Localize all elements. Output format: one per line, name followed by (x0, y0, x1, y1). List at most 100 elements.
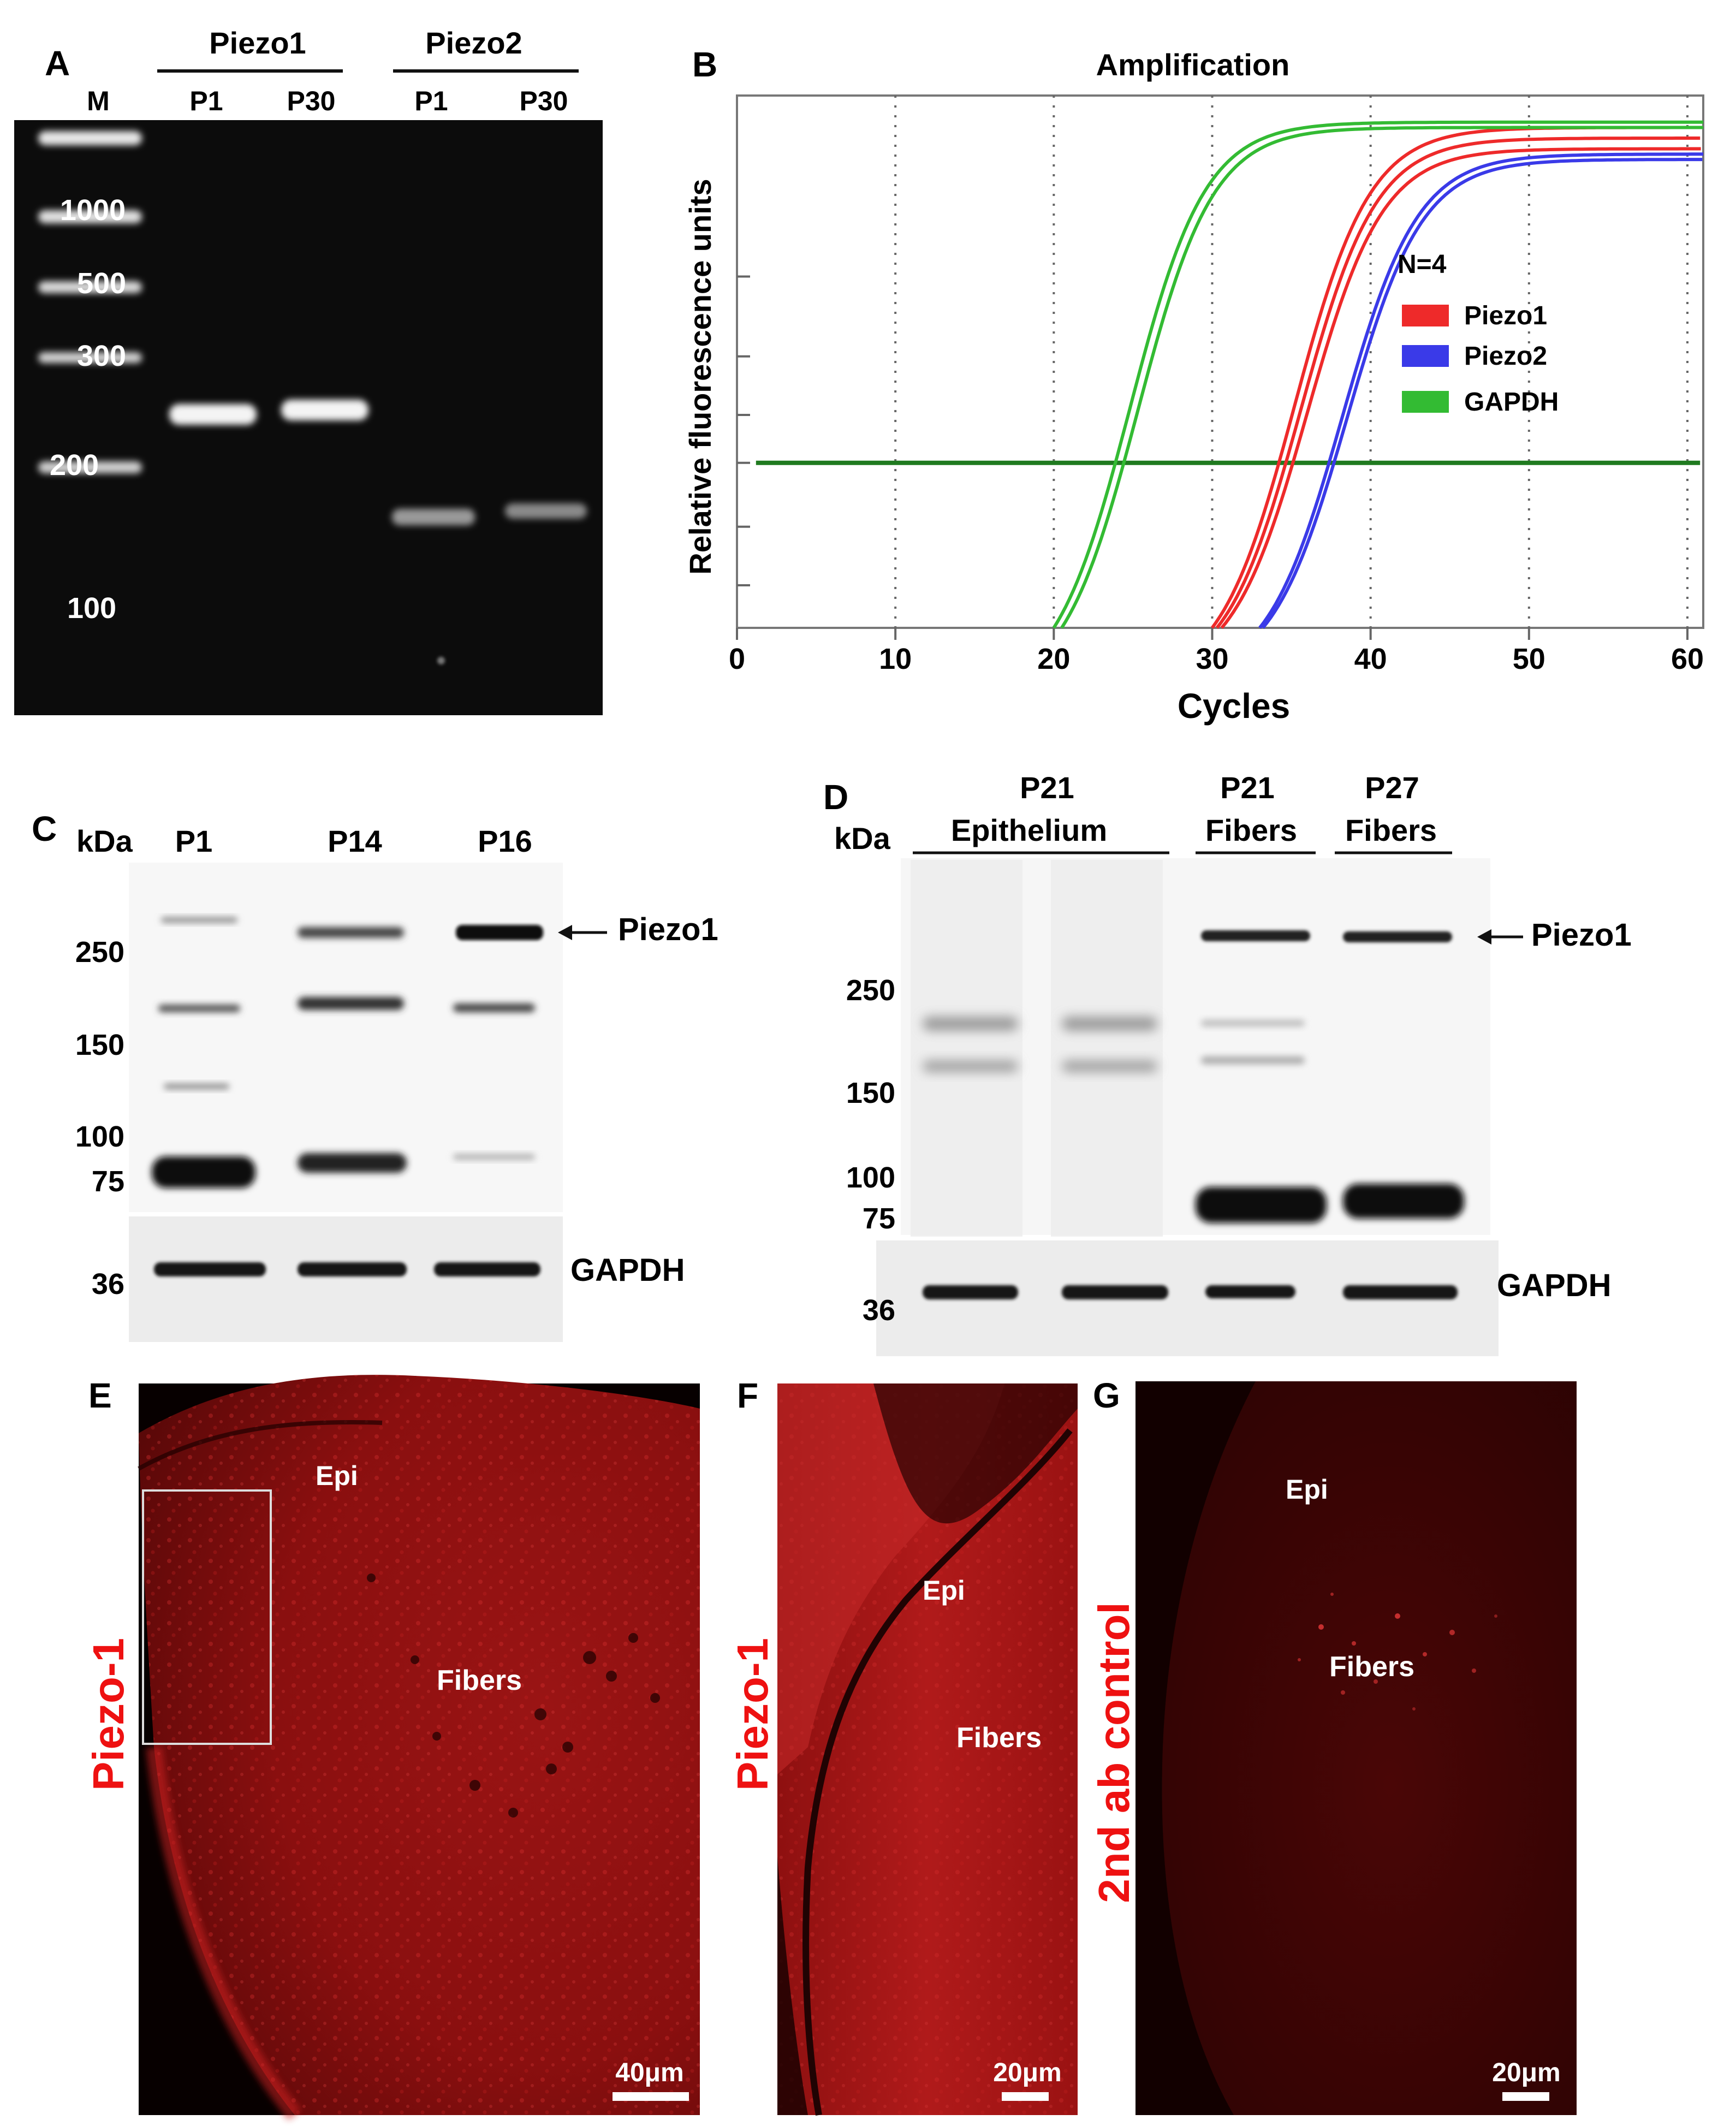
panel-letter-d: D (823, 777, 848, 817)
legend-title: N=4 (1398, 250, 1447, 279)
panel-g: G 2nd ab control Epi Fibers 20μm (1090, 1376, 1577, 2115)
legend-label-piezo1: Piezo1 (1464, 301, 1547, 330)
arrow-head (558, 925, 572, 940)
legend-label-gapdh: GAPDH (1464, 388, 1559, 417)
x-tick-label: 40 (1354, 643, 1387, 675)
group-label-line1: P27 (1365, 770, 1419, 805)
panel-c: C kDa P1 P14 P16 250 150 (32, 809, 718, 1342)
lane-label: P30 (287, 86, 336, 116)
amplification-chart: 0 10 20 30 40 50 60 (729, 94, 1704, 675)
x-tick-label: 60 (1671, 643, 1704, 675)
curve-piezo2 (1258, 152, 1703, 629)
x-tick-label: 20 (1037, 643, 1070, 675)
target-label: Piezo1 (1531, 917, 1632, 953)
chart-legend: N=4 Piezo1 Piezo2 GAPDH (1398, 250, 1559, 417)
group-label-line1: P21 (1020, 770, 1074, 805)
gapdh-blot-image (129, 1216, 563, 1342)
arrow-head (1477, 929, 1491, 945)
ladder-label: 300 (77, 340, 126, 372)
curve-gapdh (1052, 120, 1703, 629)
region-label-fibers: Fibers (437, 1665, 522, 1696)
chart-title: Amplification (1096, 47, 1290, 82)
blot-bands (152, 917, 543, 1276)
side-label: Piezo-1 (728, 1638, 777, 1791)
curve-piezo1 (1220, 147, 1701, 629)
x-tick-label: 30 (1196, 643, 1228, 675)
region-label-epi: Epi (1286, 1474, 1328, 1505)
curve-piezo2 (1261, 158, 1703, 629)
scale-bar-label: 40μm (615, 2058, 683, 2087)
legend-swatch-piezo2 (1402, 345, 1449, 367)
region-label-fibers: Fibers (956, 1722, 1042, 1754)
mw-marker: 150 (75, 1029, 124, 1061)
gel-group-label-piezo1: Piezo1 (209, 26, 306, 60)
panel-letter-e: E (88, 1376, 112, 1415)
mw-marker: 75 (863, 1202, 895, 1235)
ladder-label: 200 (50, 449, 99, 482)
panel-e: E Piezo-1 Epi Fibers 40μm (84, 1375, 700, 2121)
panel-letter-a: A (45, 44, 70, 83)
lane-label: P1 (189, 86, 223, 116)
marker-lane-label: M (87, 86, 110, 116)
mw-marker: 150 (846, 1077, 895, 1109)
legend-swatch-piezo1 (1402, 305, 1449, 326)
ladder-label: 1000 (60, 194, 126, 227)
side-label: Piezo-1 (84, 1638, 133, 1791)
loading-label: GAPDH (570, 1252, 685, 1288)
mw-marker: 36 (92, 1268, 124, 1300)
panel-d: D kDa P21 Epithelium P21 Fibers P27 Fibe… (823, 770, 1632, 1356)
group-label-line1: P21 (1220, 770, 1275, 805)
group-label-line2: Fibers (1345, 813, 1437, 847)
curve-gapdh (1060, 126, 1703, 629)
mw-marker: 100 (846, 1161, 895, 1194)
x-tick-label: 0 (729, 643, 745, 675)
region-label-fibers: Fibers (1329, 1651, 1414, 1683)
inset-box (142, 1489, 272, 1745)
nuclei (367, 1573, 660, 1818)
panel-b: B Amplification Relative fluorescence un… (683, 45, 1704, 726)
kda-label: kDa (76, 824, 133, 858)
mw-markers: 250 150 100 75 36 (846, 974, 895, 1327)
lane-label: P30 (520, 86, 568, 116)
panel-letter-f: F (737, 1376, 758, 1415)
x-tick-label: 10 (879, 643, 912, 675)
group-label-line2: Epithelium (951, 813, 1107, 847)
ladder-labels: 1000 500 300 200 100 (50, 194, 126, 625)
panel-f: F Piezo-1 Epi Fibers 20μm (728, 1376, 1078, 2116)
mw-markers: 250 150 100 75 36 (75, 936, 124, 1300)
mw-marker: 75 (92, 1165, 124, 1198)
scale-bar (1002, 2092, 1049, 2101)
plot-frame (736, 94, 1704, 629)
x-tick-label: 50 (1513, 643, 1545, 675)
lane-label: P16 (478, 824, 532, 858)
lane-label: P1 (175, 824, 213, 858)
panel-letter-c: C (32, 809, 57, 848)
gel-group-label-piezo2: Piezo2 (425, 26, 522, 60)
legend-label-piezo2: Piezo2 (1464, 342, 1547, 371)
sample-bands (169, 400, 587, 664)
lane-label: P1 (414, 86, 448, 116)
region-label-epi: Epi (316, 1460, 358, 1491)
mw-marker: 250 (75, 936, 124, 969)
scale-bar-label: 20μm (1492, 2058, 1560, 2087)
panel-letter-b: B (692, 45, 717, 84)
background-specks (1298, 1593, 1497, 1711)
blot-bands (911, 860, 1464, 1299)
x-axis-label: Cycles (1178, 686, 1290, 726)
ladder-label: 100 (67, 592, 116, 625)
loading-label: GAPDH (1497, 1268, 1611, 1303)
capsule-line (802, 1428, 1073, 2116)
mw-marker: 100 (75, 1120, 124, 1153)
side-label: 2nd ab control (1090, 1602, 1138, 1903)
scale-bar (1502, 2092, 1549, 2101)
mw-marker: 36 (863, 1294, 895, 1327)
ladder-bands (38, 131, 142, 473)
scale-bar-label: 20μm (993, 2058, 1061, 2087)
mw-marker: 250 (846, 974, 895, 1007)
ladder-label: 500 (77, 267, 126, 300)
legend-swatch-gapdh (1402, 391, 1449, 413)
panel-a: A Piezo1 Piezo2 M P1 P30 P1 P30 1000 500… (14, 26, 603, 715)
region-label-epi: Epi (923, 1575, 965, 1606)
target-label: Piezo1 (618, 912, 718, 947)
